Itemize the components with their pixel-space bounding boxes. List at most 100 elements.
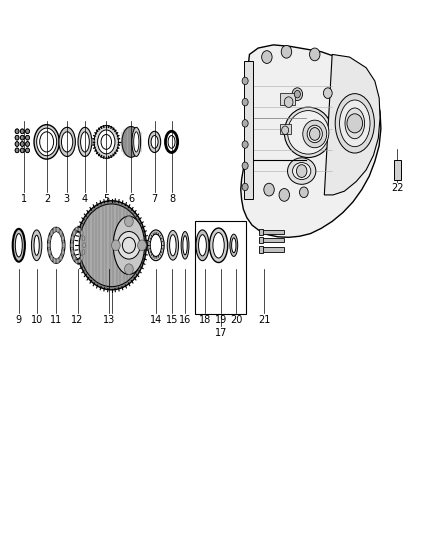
Bar [262,247,284,252]
Ellipse shape [148,131,161,152]
Bar [259,237,263,243]
Ellipse shape [59,127,75,157]
Ellipse shape [198,235,206,256]
Bar [262,238,284,242]
Ellipse shape [209,228,228,263]
Ellipse shape [62,236,64,241]
Circle shape [112,240,120,251]
Ellipse shape [151,135,158,148]
Circle shape [25,148,29,153]
Circle shape [284,97,293,108]
Text: 22: 22 [391,183,404,193]
Ellipse shape [78,127,92,157]
Ellipse shape [34,235,39,255]
Ellipse shape [71,243,73,248]
Circle shape [242,119,248,127]
Ellipse shape [293,163,311,180]
Circle shape [20,135,24,140]
Polygon shape [241,45,381,237]
Circle shape [20,148,24,153]
Circle shape [15,142,19,147]
Bar [262,230,284,234]
Circle shape [20,142,24,147]
Ellipse shape [284,107,332,158]
Ellipse shape [81,230,83,236]
Ellipse shape [213,232,224,258]
Ellipse shape [150,234,162,256]
Ellipse shape [122,126,140,157]
Text: 13: 13 [103,314,116,325]
Circle shape [138,240,146,251]
Ellipse shape [48,249,51,255]
Ellipse shape [32,230,42,261]
Ellipse shape [170,235,176,256]
Circle shape [294,91,300,98]
Circle shape [310,127,320,140]
Ellipse shape [77,201,146,290]
Ellipse shape [82,236,85,241]
Text: 18: 18 [199,314,211,325]
Bar [259,229,263,235]
Ellipse shape [335,94,374,153]
Ellipse shape [196,230,209,261]
Circle shape [124,264,133,274]
Ellipse shape [57,258,59,263]
Ellipse shape [47,227,65,263]
Circle shape [242,99,248,106]
Ellipse shape [57,227,59,232]
Circle shape [261,51,272,63]
Ellipse shape [13,229,25,262]
Ellipse shape [78,258,81,263]
Text: 4: 4 [82,193,88,204]
Ellipse shape [232,238,236,253]
Text: 5: 5 [103,193,109,204]
Ellipse shape [288,111,329,154]
Bar [280,93,295,105]
Text: 15: 15 [166,314,179,325]
Text: 14: 14 [150,314,162,325]
Bar [259,246,263,253]
Ellipse shape [75,227,78,232]
Ellipse shape [79,204,144,287]
Polygon shape [324,54,380,195]
Text: 19: 19 [215,314,227,325]
Circle shape [323,88,332,99]
Circle shape [310,48,320,61]
Ellipse shape [167,230,179,260]
Ellipse shape [181,231,189,259]
Text: 11: 11 [49,314,62,325]
Ellipse shape [53,227,56,232]
Text: 9: 9 [16,314,22,325]
Ellipse shape [47,243,50,248]
Circle shape [300,187,308,198]
Circle shape [297,165,307,177]
Ellipse shape [82,249,85,255]
Text: 21: 21 [258,314,270,325]
Ellipse shape [73,230,75,236]
Text: 8: 8 [169,193,175,204]
Circle shape [15,135,19,140]
Circle shape [292,88,303,101]
Ellipse shape [62,249,64,255]
Circle shape [279,189,290,201]
Ellipse shape [50,231,62,259]
Ellipse shape [15,233,22,257]
Ellipse shape [345,108,364,139]
Bar [280,124,291,134]
Bar [244,61,253,199]
Text: 12: 12 [71,314,84,325]
Circle shape [242,77,248,85]
Circle shape [15,129,19,134]
Text: 7: 7 [152,193,158,204]
Text: 3: 3 [64,193,70,204]
Ellipse shape [78,227,81,232]
Ellipse shape [339,100,370,147]
Ellipse shape [148,230,164,261]
Ellipse shape [98,130,115,154]
Circle shape [281,45,292,58]
Ellipse shape [183,236,187,255]
Circle shape [242,162,248,169]
Ellipse shape [71,227,85,263]
Ellipse shape [94,125,118,158]
Circle shape [15,148,19,153]
